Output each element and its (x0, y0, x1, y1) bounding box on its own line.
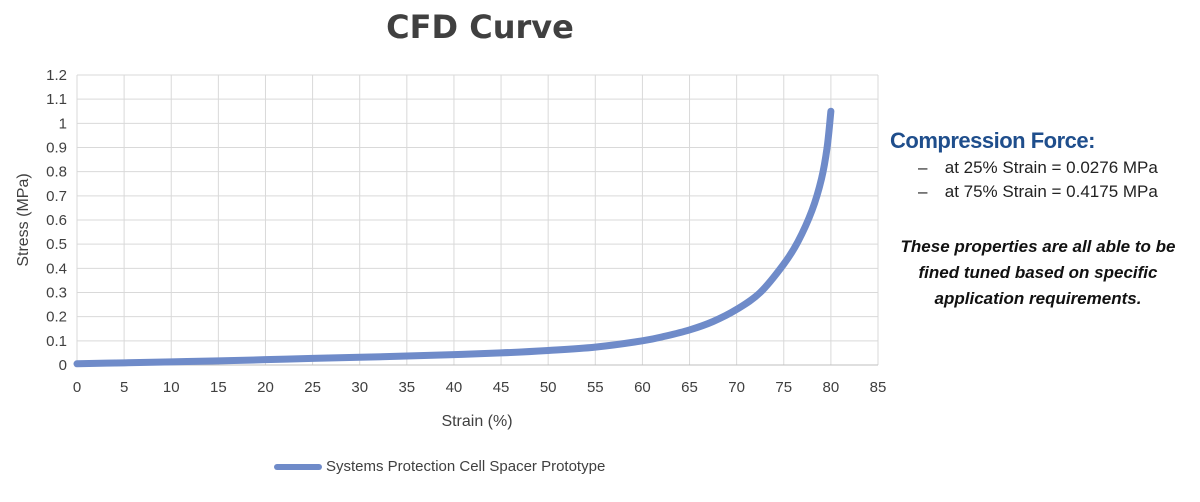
y-tick-label: 1.1 (46, 91, 67, 108)
y-tick-label: 0.2 (46, 309, 67, 326)
y-tick-label: 0.7 (46, 188, 67, 205)
y-tick-label: 0.4 (46, 260, 67, 277)
legend-swatch (274, 463, 322, 470)
x-tick-label: 40 (446, 379, 463, 396)
x-tick-label: 20 (257, 379, 274, 396)
tuning-note: These properties are all able to be fine… (900, 237, 1176, 308)
x-tick-label: 70 (728, 379, 745, 396)
series-line (73, 107, 835, 368)
x-tick-label: 85 (870, 379, 887, 396)
grid-lines (76, 74, 879, 366)
compression-item-75: – at 75% Strain = 0.4175 MPa (890, 182, 1190, 202)
series-layer (73, 107, 835, 368)
y-tick-label: 0.3 (46, 285, 67, 302)
tick-labels: 0 5 10 15 20 25 30 35 40 45 50 55 60 65 70 75 80 85 0 0.1 0.… (46, 67, 886, 396)
list-dash: – (918, 158, 928, 177)
x-tick-label: 80 (823, 379, 840, 396)
x-tick-label: 45 (493, 379, 510, 396)
chart-legend: Systems Protection Cell Spacer Prototype (274, 458, 605, 475)
x-tick-label: 75 (775, 379, 792, 396)
x-tick-label: 55 (587, 379, 604, 396)
compression-item-text: at 25% Strain = 0.0276 MPa (944, 158, 1158, 177)
x-tick-label: 10 (163, 379, 180, 396)
y-tick-label: 0.1 (46, 333, 67, 350)
compression-item-text: at 75% Strain = 0.4175 MPa (944, 182, 1158, 201)
compression-force-heading: Compression Force: (890, 128, 1095, 153)
x-tick-label: 30 (351, 379, 368, 396)
y-axis-title: Stress (MPa) (15, 173, 32, 266)
legend-label: Systems Protection Cell Spacer Prototype (326, 458, 606, 475)
compression-force-panel: Compression Force: – at 25% Strain = 0.0… (890, 128, 1190, 202)
y-tick-label: 0.5 (46, 236, 67, 253)
x-tick-label: 0 (73, 379, 81, 396)
list-dash: – (918, 182, 928, 201)
x-tick-label: 65 (681, 379, 698, 396)
y-tick-label: 0 (59, 357, 67, 374)
x-axis-title: Strain (%) (441, 413, 512, 430)
y-tick-label: 0.6 (46, 212, 67, 229)
compression-item-25: – at 25% Strain = 0.0276 MPa (890, 158, 1190, 178)
y-tick-label: 1 (59, 115, 67, 132)
x-tick-label: 60 (634, 379, 651, 396)
x-tick-label: 15 (210, 379, 227, 396)
x-tick-label: 50 (540, 379, 557, 396)
x-tick-label: 35 (398, 379, 415, 396)
y-tick-label: 1.2 (46, 67, 67, 84)
y-tick-label: 0.9 (46, 140, 67, 157)
x-tick-label: 5 (120, 379, 128, 396)
x-tick-label: 25 (304, 379, 321, 396)
y-tick-label: 0.8 (46, 164, 67, 181)
chart-title: CFD Curve (386, 8, 574, 46)
